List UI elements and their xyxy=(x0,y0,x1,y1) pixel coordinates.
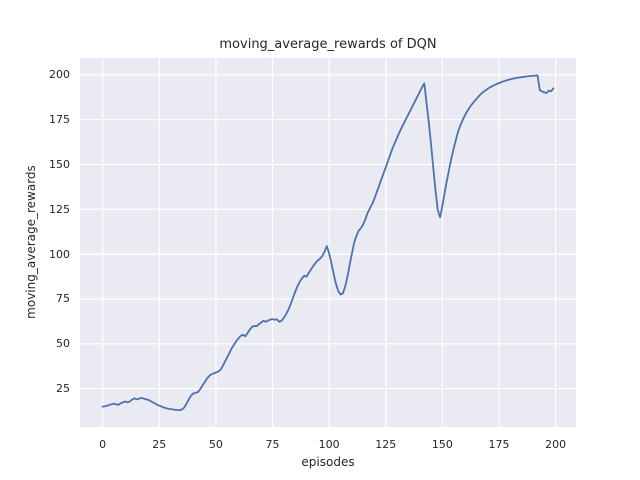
x-tick-label: 0 xyxy=(99,438,107,451)
y-tick-label: 25 xyxy=(56,382,70,396)
x-axis-label: episodes xyxy=(301,455,355,469)
x-tick-label: 50 xyxy=(208,438,223,451)
y-tick-label: 50 xyxy=(56,337,70,351)
x-tick-label: 100 xyxy=(318,438,340,451)
x-tick-label: 175 xyxy=(488,438,510,451)
x-tick-label: 200 xyxy=(545,438,567,451)
x-tick-label: 150 xyxy=(431,438,453,451)
y-tick-label: 100 xyxy=(49,247,70,261)
reward-line xyxy=(101,74,555,412)
x-tick-label: 125 xyxy=(375,438,397,451)
y-tick-label: 150 xyxy=(49,158,70,171)
y-tick-label: 125 xyxy=(49,202,70,216)
y-tick-label: 75 xyxy=(56,292,70,306)
plot-background xyxy=(80,58,576,427)
y-tick-label: 175 xyxy=(49,113,70,127)
y-tick-label: 200 xyxy=(49,68,70,82)
x-tick-label: 25 xyxy=(152,438,167,451)
chart-title: moving_average_rewards of DQN xyxy=(219,37,437,52)
x-tick-label: 75 xyxy=(265,438,280,451)
